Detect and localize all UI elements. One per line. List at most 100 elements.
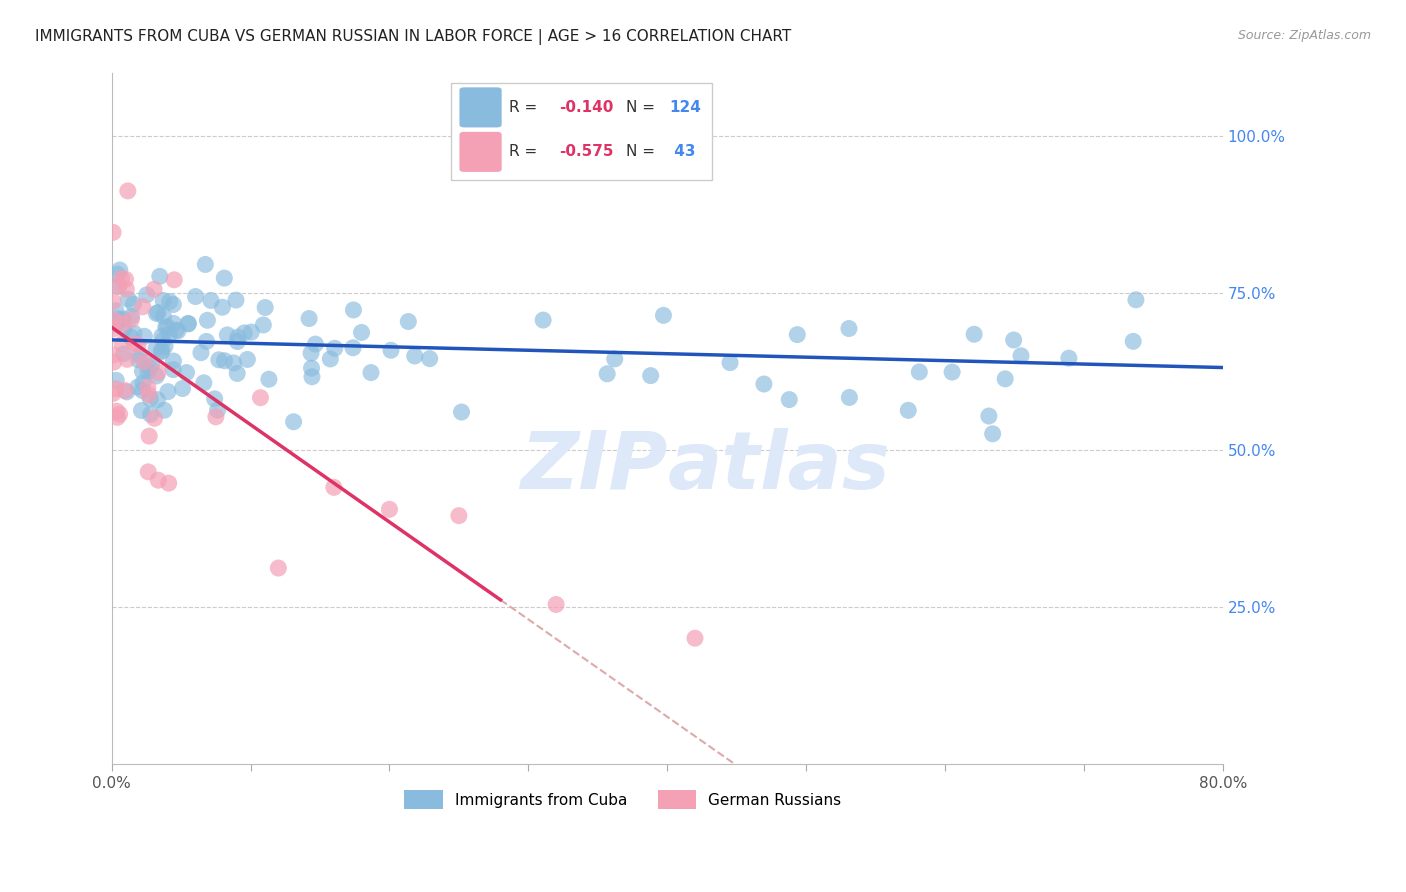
Point: [156, 319, 179, 334]
Point: [148, 473, 170, 487]
Point: [177, 317, 200, 331]
Point: [153, 339, 176, 353]
Point: [217, 327, 239, 342]
Point: [404, 349, 426, 363]
Point: [350, 326, 373, 340]
Point: [977, 409, 1000, 423]
Point: [197, 313, 219, 327]
Point: [718, 356, 741, 370]
Point: [214, 271, 236, 285]
Point: [159, 294, 181, 309]
Point: [162, 297, 184, 311]
Point: [546, 598, 568, 612]
Point: [131, 384, 153, 398]
Point: [225, 293, 247, 307]
Point: [419, 351, 441, 366]
Point: [120, 330, 142, 344]
Point: [981, 426, 1004, 441]
Point: [172, 382, 194, 396]
Text: N =: N =: [626, 145, 659, 160]
FancyBboxPatch shape: [460, 132, 502, 172]
Point: [101, 386, 124, 401]
Point: [838, 391, 860, 405]
Point: [152, 334, 174, 348]
Point: [150, 343, 173, 358]
Point: [139, 408, 162, 422]
Point: [156, 384, 179, 399]
Point: [104, 318, 127, 332]
Point: [163, 273, 186, 287]
Point: [640, 368, 662, 383]
Point: [360, 366, 382, 380]
Point: [124, 337, 146, 351]
Point: [652, 309, 675, 323]
Point: [105, 382, 128, 396]
Point: [165, 323, 187, 337]
Point: [103, 355, 125, 369]
Point: [135, 288, 157, 302]
Point: [204, 392, 226, 406]
Point: [153, 403, 176, 417]
Point: [380, 343, 402, 358]
Point: [138, 388, 160, 402]
Point: [101, 225, 124, 239]
Point: [136, 365, 159, 379]
Point: [131, 403, 153, 417]
Point: [122, 297, 145, 311]
Point: [214, 353, 236, 368]
Point: [111, 337, 134, 351]
Point: [322, 480, 344, 494]
Point: [139, 392, 162, 406]
Point: [254, 301, 277, 315]
Text: 124: 124: [669, 100, 702, 115]
Point: [205, 409, 228, 424]
Point: [101, 322, 124, 336]
Point: [155, 320, 177, 334]
Point: [378, 502, 401, 516]
Point: [145, 341, 167, 355]
Point: [603, 351, 626, 366]
Point: [994, 372, 1017, 386]
Point: [240, 325, 263, 339]
Point: [177, 317, 200, 331]
Point: [1057, 351, 1080, 366]
Point: [105, 267, 128, 281]
Point: [162, 362, 184, 376]
Point: [450, 405, 472, 419]
Point: [211, 300, 233, 314]
Point: [786, 327, 808, 342]
Point: [105, 410, 128, 425]
Point: [112, 347, 135, 361]
Point: [103, 313, 125, 327]
Text: 43: 43: [669, 145, 696, 160]
Point: [115, 352, 138, 367]
Point: [162, 317, 184, 331]
Text: Source: ZipAtlas.com: Source: ZipAtlas.com: [1237, 29, 1371, 42]
Point: [107, 279, 129, 293]
Point: [299, 346, 322, 360]
Point: [150, 344, 173, 359]
Text: -0.575: -0.575: [560, 145, 614, 160]
Point: [226, 330, 249, 344]
Point: [152, 309, 174, 323]
Text: IMMIGRANTS FROM CUBA VS GERMAN RUSSIAN IN LABOR FORCE | AGE > 16 CORRELATION CHA: IMMIGRANTS FROM CUBA VS GERMAN RUSSIAN I…: [35, 29, 792, 45]
Point: [152, 293, 174, 308]
Point: [143, 411, 166, 425]
Point: [131, 364, 153, 378]
Point: [146, 305, 169, 319]
Point: [897, 403, 920, 417]
Point: [233, 326, 256, 340]
Point: [207, 403, 229, 417]
Point: [114, 384, 136, 398]
Point: [301, 369, 323, 384]
FancyBboxPatch shape: [450, 83, 711, 180]
Point: [115, 282, 138, 296]
Text: atlas: atlas: [668, 428, 890, 506]
Point: [941, 365, 963, 379]
Point: [193, 376, 215, 390]
Point: [1122, 334, 1144, 349]
Text: ZIP: ZIP: [520, 428, 668, 506]
Point: [128, 353, 150, 368]
Point: [167, 324, 190, 338]
Point: [111, 317, 134, 331]
